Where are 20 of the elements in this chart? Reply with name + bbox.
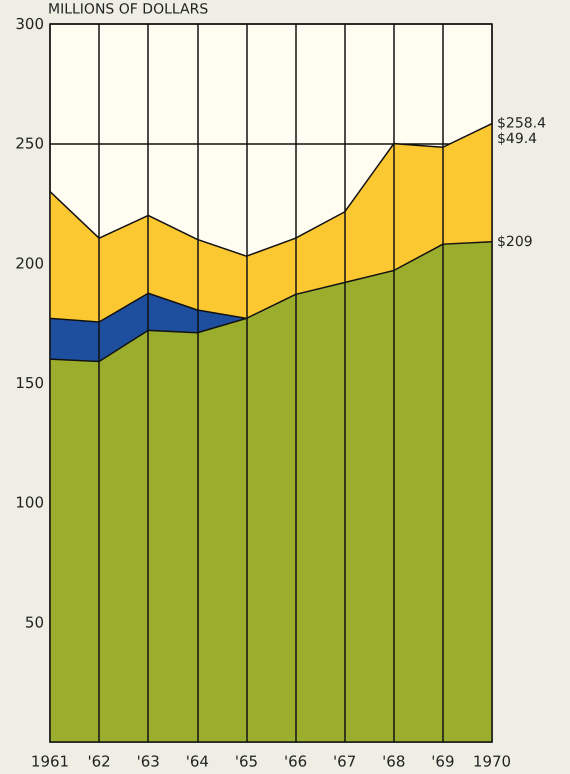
annotation: $258.4	[497, 116, 546, 132]
annotation: $49.4	[497, 130, 538, 147]
y-tick-label: 50	[24, 613, 44, 632]
y-axis-title: MILLIONS OF DOLLARS	[48, 2, 208, 18]
y-tick-label: 100	[15, 494, 44, 512]
x-tick-label: '62	[88, 752, 111, 770]
x-tick-label: 1961	[30, 752, 70, 770]
y-tick-label: 200	[15, 254, 44, 272]
x-tick-label: '68	[382, 752, 406, 770]
y-tick-label: 300	[15, 15, 44, 33]
x-tick-label: '69	[431, 752, 454, 770]
x-tick-label: '66	[284, 752, 308, 770]
x-tick-label: 1970	[472, 752, 512, 770]
y-tick-label: 250	[15, 134, 44, 153]
annotation: $209	[497, 234, 533, 250]
x-tick-label: '65	[234, 752, 258, 770]
x-tick-label: '64	[186, 752, 209, 770]
x-tick-label: '67	[333, 752, 356, 770]
y-tick-label: 150	[15, 374, 44, 392]
x-tick-label: '63	[136, 752, 160, 770]
